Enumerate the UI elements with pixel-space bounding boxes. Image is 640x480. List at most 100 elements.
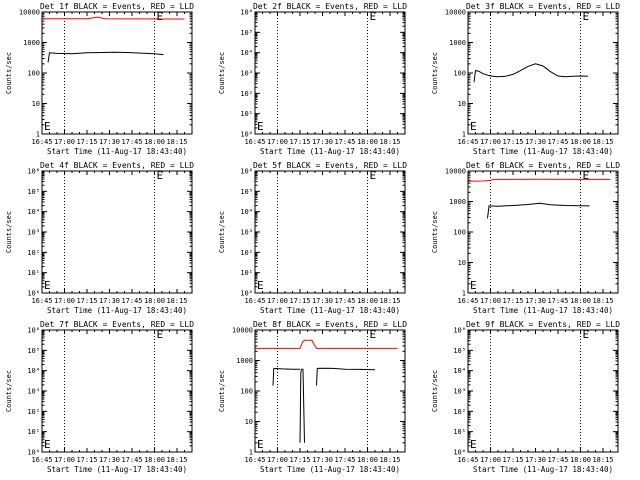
y-tick-label: 10² (27, 408, 40, 416)
x-tick-label: 17:45 (121, 297, 142, 305)
event-marker: E (44, 438, 51, 451)
x-tick-label: 17:15 (502, 297, 523, 305)
plot-frame (254, 170, 406, 294)
x-tick-label: 17:30 (525, 456, 546, 464)
x-tick-label: 17:00 (480, 138, 501, 146)
x-tick-label: 17:45 (547, 297, 568, 305)
y-tick-label: 10³ (27, 229, 40, 237)
series-line-events (316, 367, 376, 386)
event-marker: E (157, 169, 164, 182)
x-tick-label: 18:15 (166, 138, 187, 146)
x-tick-label: 18:15 (166, 297, 187, 305)
x-axis-label: Start Time (11-Aug-17 18:43:40) (473, 306, 613, 315)
y-tick-label: 1000 (449, 198, 466, 206)
event-marker: E (370, 169, 377, 182)
x-tick-label: 17:30 (525, 297, 546, 305)
plot-frame (41, 170, 193, 294)
y-tick-label: 1 (249, 449, 253, 457)
event-marker: E (583, 169, 590, 182)
event-marker: E (470, 279, 477, 292)
x-tick-label: 17:15 (289, 297, 310, 305)
x-tick-label: 17:00 (267, 456, 288, 464)
x-tick-label: 17:30 (312, 138, 333, 146)
y-tick-label: 10⁵ (240, 29, 253, 37)
y-tick-label: 10¹ (240, 269, 253, 277)
x-tick-label: 16:45 (31, 456, 52, 464)
y-tick-label: 10¹ (27, 269, 40, 277)
x-tick-label: 17:45 (334, 297, 355, 305)
x-tick-label: 17:45 (121, 138, 142, 146)
y-tick-label: 10⁰ (240, 131, 253, 139)
event-marker: E (583, 10, 590, 23)
x-tick-label: 17:45 (334, 138, 355, 146)
y-tick-label: 10 (458, 100, 466, 108)
y-axis-label: Counts/sec (5, 370, 13, 412)
x-tick-label: 17:15 (76, 456, 97, 464)
y-tick-label: 10³ (240, 229, 253, 237)
plot-frame (41, 329, 193, 453)
series-line-lld (255, 339, 398, 349)
y-tick-label: 10⁶ (240, 9, 253, 17)
y-tick-label: 10⁶ (453, 327, 466, 335)
y-tick-label: 10¹ (27, 428, 40, 436)
y-tick-label: 10000 (232, 327, 253, 335)
plot-frame (467, 11, 619, 135)
y-tick-label: 100 (240, 388, 253, 396)
x-tick-label: 16:45 (457, 456, 478, 464)
y-tick-label: 10⁴ (27, 208, 40, 216)
y-tick-label: 100 (453, 229, 466, 237)
x-tick-label: 16:45 (244, 297, 265, 305)
y-tick-label: 10² (240, 249, 253, 257)
x-axis-label: Start Time (11-Aug-17 18:43:40) (47, 147, 187, 156)
x-tick-label: 17:00 (480, 456, 501, 464)
y-tick-label: 1000 (236, 357, 253, 365)
x-tick-label: 18:00 (357, 138, 378, 146)
x-tick-label: 17:00 (267, 138, 288, 146)
x-tick-label: 18:15 (592, 297, 613, 305)
x-tick-label: 17:45 (334, 456, 355, 464)
x-tick-label: 17:00 (54, 138, 75, 146)
y-tick-label: 10000 (445, 9, 466, 17)
x-tick-label: 16:45 (31, 297, 52, 305)
y-axis-label: Counts/sec (431, 370, 439, 412)
series-line-events (487, 202, 590, 219)
x-tick-label: 17:00 (480, 297, 501, 305)
y-tick-label: 10¹ (453, 428, 466, 436)
x-tick-label: 17:15 (76, 297, 97, 305)
y-axis-label: Counts/sec (5, 52, 13, 94)
y-tick-label: 10⁴ (453, 367, 466, 375)
x-tick-label: 18:15 (166, 456, 187, 464)
y-tick-label: 10⁴ (27, 367, 40, 375)
x-tick-label: 17:30 (99, 297, 120, 305)
y-tick-label: 10² (27, 249, 40, 257)
x-tick-label: 18:00 (144, 456, 165, 464)
x-tick-label: 17:45 (121, 456, 142, 464)
y-tick-label: 10⁰ (453, 449, 466, 457)
series-line-events (299, 368, 305, 443)
x-tick-label: 17:00 (54, 297, 75, 305)
y-tick-label: 10⁵ (27, 347, 40, 355)
y-tick-label: 10³ (27, 388, 40, 396)
y-tick-label: 10 (32, 100, 40, 108)
x-tick-label: 16:45 (457, 138, 478, 146)
event-marker: E (44, 279, 51, 292)
series-line-lld (467, 178, 611, 182)
plot-frame (41, 11, 193, 135)
y-tick-label: 10 (458, 259, 466, 267)
event-marker: E (157, 328, 164, 341)
chart-title: Det 6f BLACK = Events, RED = LLD (466, 161, 620, 170)
x-tick-label: 18:00 (357, 456, 378, 464)
y-tick-label: 1 (462, 131, 466, 139)
x-axis-label: Start Time (11-Aug-17 18:43:40) (47, 306, 187, 315)
y-tick-label: 10³ (240, 70, 253, 78)
y-axis-label: Counts/sec (218, 370, 226, 412)
event-marker: E (157, 10, 164, 23)
x-tick-label: 18:00 (144, 138, 165, 146)
